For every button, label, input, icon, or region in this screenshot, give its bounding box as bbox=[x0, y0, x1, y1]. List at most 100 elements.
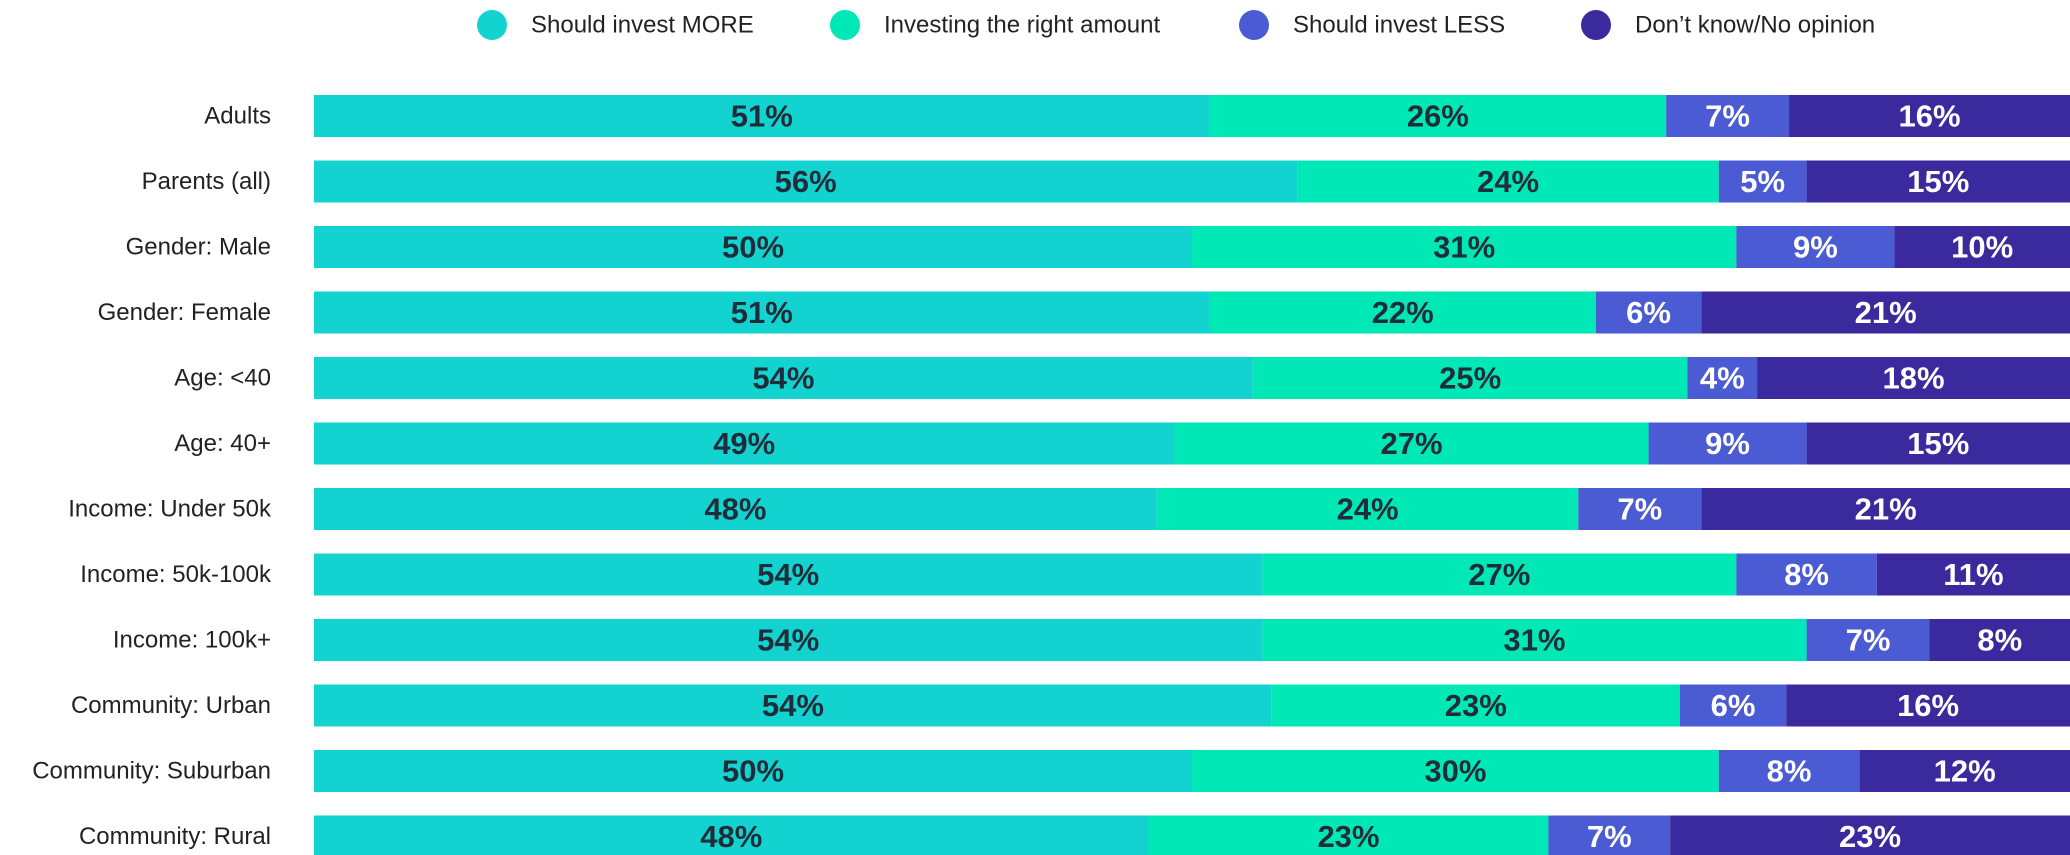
value-label: 15% bbox=[1907, 164, 1969, 199]
bar-segment bbox=[1174, 422, 1649, 465]
legend-label: Should invest MORE bbox=[531, 12, 754, 39]
value-label: 54% bbox=[752, 361, 814, 396]
bar-segment bbox=[1789, 95, 2070, 137]
bar-segment bbox=[1252, 357, 1688, 399]
category-label: Age: <40 bbox=[174, 365, 271, 392]
bar-segment bbox=[1209, 291, 1596, 334]
value-label: 26% bbox=[1407, 99, 1469, 134]
bar-segment bbox=[1209, 95, 1667, 137]
value-label: 31% bbox=[1503, 623, 1565, 658]
legend-marker bbox=[1239, 10, 1269, 40]
value-label: 21% bbox=[1855, 295, 1917, 330]
value-label: 18% bbox=[1883, 361, 1945, 396]
category-label: Income: 50k-100k bbox=[80, 561, 272, 588]
bar-segment bbox=[1718, 750, 1860, 792]
category-label: Adults bbox=[204, 103, 271, 130]
bar-segment bbox=[1859, 750, 2070, 792]
category-label: Income: Under 50k bbox=[68, 496, 272, 523]
value-label: 5% bbox=[1740, 164, 1785, 199]
bar-segment bbox=[314, 291, 1210, 334]
bar-segment bbox=[1262, 619, 1807, 661]
bar-segment bbox=[1679, 684, 1787, 727]
bar-segment bbox=[1297, 160, 1719, 203]
value-label: 31% bbox=[1433, 230, 1495, 265]
bar-segment bbox=[1271, 684, 1680, 727]
legend-marker bbox=[477, 10, 507, 40]
value-label: 9% bbox=[1793, 230, 1838, 265]
bar-segment bbox=[314, 815, 1149, 855]
bar-segment bbox=[1670, 815, 2070, 855]
legend-marker bbox=[1581, 10, 1611, 40]
bar-segment bbox=[1548, 815, 1671, 855]
bar-segment bbox=[314, 488, 1157, 530]
bar-segment bbox=[1894, 226, 2070, 268]
category-label: Age: 40+ bbox=[174, 430, 271, 457]
bar-segment bbox=[314, 357, 1253, 399]
legend-label: Should invest LESS bbox=[1293, 12, 1505, 39]
category-label: Community: Rural bbox=[79, 823, 271, 850]
value-label: 16% bbox=[1897, 688, 1959, 723]
value-label: 54% bbox=[762, 688, 824, 723]
bar-segment bbox=[1718, 160, 1807, 203]
value-label: 7% bbox=[1705, 99, 1750, 134]
value-label: 7% bbox=[1587, 819, 1632, 854]
value-label: 54% bbox=[757, 623, 819, 658]
value-label: 11% bbox=[1943, 557, 2003, 592]
value-label: 16% bbox=[1898, 99, 1960, 134]
value-label: 50% bbox=[722, 754, 784, 789]
value-label: 15% bbox=[1907, 426, 1969, 461]
bar-segment bbox=[1876, 553, 2070, 596]
category-label: Income: 100k+ bbox=[113, 627, 271, 654]
category-label: Parents (all) bbox=[142, 168, 271, 195]
bar-segment bbox=[1156, 488, 1579, 530]
value-label: 10% bbox=[1951, 230, 2013, 265]
value-label: 25% bbox=[1439, 361, 1501, 396]
value-label: 8% bbox=[1784, 557, 1829, 592]
bar-segment bbox=[1192, 750, 1719, 792]
value-label: 21% bbox=[1855, 492, 1917, 527]
bar-segment bbox=[314, 226, 1192, 268]
bar-segment bbox=[1666, 95, 1790, 137]
value-label: 30% bbox=[1424, 754, 1486, 789]
value-label: 12% bbox=[1934, 754, 1996, 789]
value-label: 6% bbox=[1711, 688, 1756, 723]
bar-segment bbox=[1192, 226, 1737, 268]
bar-segment bbox=[1701, 488, 2070, 530]
bar-segment bbox=[1648, 422, 1807, 465]
bar-segment bbox=[1786, 684, 2070, 727]
bar-segment bbox=[314, 619, 1263, 661]
legend-label: Don’t know/No opinion bbox=[1635, 12, 1875, 39]
bar-segment bbox=[1806, 160, 2070, 203]
value-label: 49% bbox=[713, 426, 775, 461]
bar-segment bbox=[314, 750, 1192, 792]
value-label: 24% bbox=[1337, 492, 1399, 527]
bar-segment bbox=[1736, 226, 1895, 268]
bar-segment bbox=[1578, 488, 1702, 530]
value-label: 7% bbox=[1617, 492, 1662, 527]
bar-segment bbox=[314, 95, 1210, 137]
bar-segment bbox=[1262, 553, 1737, 596]
bar-segment bbox=[1757, 357, 2070, 399]
value-label: 51% bbox=[731, 295, 793, 330]
category-label: Community: Suburban bbox=[32, 758, 271, 785]
legend-label: Investing the right amount bbox=[884, 12, 1160, 39]
value-label: 8% bbox=[1767, 754, 1812, 789]
value-label: 22% bbox=[1372, 295, 1434, 330]
bar-segment bbox=[1148, 815, 1549, 855]
category-label: Community: Urban bbox=[71, 692, 271, 719]
value-label: 8% bbox=[1977, 623, 2022, 658]
value-label: 23% bbox=[1317, 819, 1379, 854]
value-label: 48% bbox=[704, 492, 766, 527]
bar-segment bbox=[314, 422, 1175, 465]
bar-segment bbox=[1929, 619, 2070, 661]
value-label: 50% bbox=[722, 230, 784, 265]
value-label: 23% bbox=[1445, 688, 1507, 723]
bar-segment bbox=[1595, 291, 1702, 334]
value-label: 51% bbox=[731, 99, 793, 134]
value-label: 56% bbox=[775, 164, 837, 199]
value-label: 54% bbox=[757, 557, 819, 592]
legend-marker bbox=[830, 10, 860, 40]
category-label: Gender: Female bbox=[98, 299, 271, 326]
value-label: 7% bbox=[1846, 623, 1891, 658]
